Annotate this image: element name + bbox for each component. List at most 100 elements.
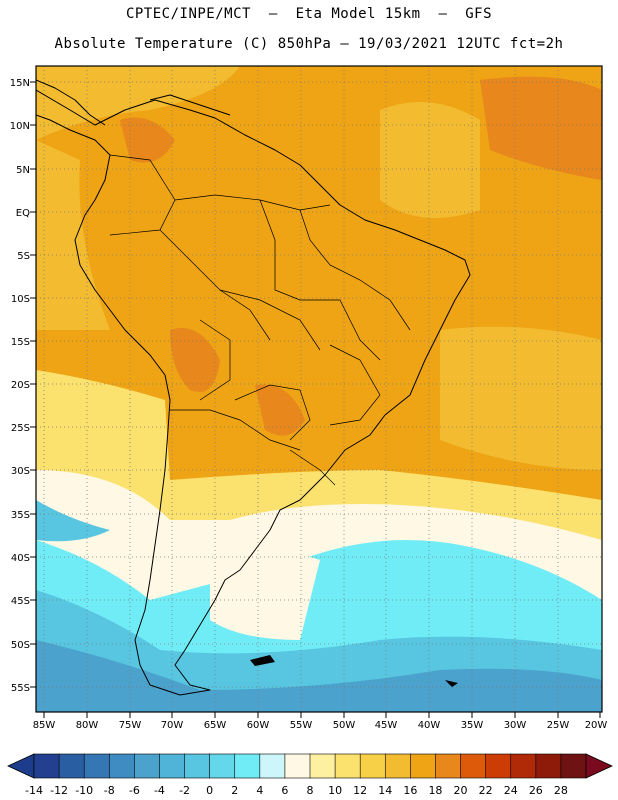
lon-label: 35W <box>461 720 484 731</box>
colorbar-label: -8 <box>104 784 115 797</box>
longitude-labels: 85W 80W 75W 70W 65W 60W 55W 50W 45W 40W … <box>33 720 608 731</box>
colorbar-over-arrow <box>585 753 613 779</box>
colorbar-labels: -14 -12 -10 -8 -6 -4 -2 0 2 4 6 8 10 12 14 16 18 20 22 24 26… <box>25 784 568 797</box>
lat-label: EQ <box>16 208 30 219</box>
colorbar-label: -4 <box>154 784 165 797</box>
colorbar-label: -2 <box>179 784 190 797</box>
map-frame <box>35 65 603 713</box>
south-georgia <box>445 680 458 687</box>
colorbar-box <box>33 753 60 779</box>
lon-label: 50W <box>333 720 356 731</box>
lat-label: 10N <box>10 121 30 132</box>
colorbar-label: 6 <box>281 784 288 797</box>
colorbar-label: 10 <box>328 784 342 797</box>
colorbar-label: 8 <box>307 784 314 797</box>
colorbar-box <box>83 753 110 779</box>
lat-label: 50S <box>11 640 30 651</box>
lon-label: 70W <box>161 720 184 731</box>
field-zone-pacific <box>36 140 110 330</box>
field-high-chaco <box>170 328 220 392</box>
border-uruguay <box>289 449 336 486</box>
central-america-coast <box>36 79 106 126</box>
colorbar-box <box>58 753 85 779</box>
colorbar-box <box>134 753 161 779</box>
colorbar-label: -6 <box>129 784 140 797</box>
border-paraguay <box>234 384 311 441</box>
colorbar-label: 4 <box>256 784 263 797</box>
lon-label: 40W <box>418 720 441 731</box>
lon-label: 80W <box>76 720 99 731</box>
tick-marks <box>30 81 601 718</box>
islands <box>250 655 458 687</box>
lon-label: 55W <box>290 720 313 731</box>
lat-label: 5N <box>16 165 30 176</box>
border-argentina-n <box>170 409 301 451</box>
colorbar-box <box>334 753 361 779</box>
colorbar-box <box>234 753 261 779</box>
lat-label: 15S <box>11 337 30 348</box>
colorbar-box <box>535 753 562 779</box>
title-line-1: CPTEC/INPE/MCT – Eta Model 15km – GFS <box>125 6 493 22</box>
colorbar-label: -10 <box>75 784 93 797</box>
field-zone-atlantic-n <box>380 102 480 218</box>
colorbar-label: 18 <box>428 784 442 797</box>
field-high-colombia <box>120 117 175 163</box>
colorbar-label: 14 <box>378 784 392 797</box>
latitude-labels: 15N 10N 5N EQ 5S 10S 15S 20S 25S 30S 35S… <box>10 78 30 694</box>
colorbar-box <box>485 753 512 779</box>
lat-label: 20S <box>11 380 30 391</box>
lon-label: 25W <box>547 720 570 731</box>
colorbar-box <box>259 753 286 779</box>
colorbar-label: 0 <box>206 784 213 797</box>
colorbar-box <box>560 753 587 779</box>
lon-label: 20W <box>585 720 608 731</box>
colorbar-label: -14 <box>25 784 43 797</box>
caribbean-coast <box>149 94 231 116</box>
lat-label: 25S <box>11 423 30 434</box>
border-brazil-states-2 <box>259 199 381 361</box>
lat-label: 55S <box>11 683 30 694</box>
lat-label: 45S <box>11 596 30 607</box>
field-high-paraguay <box>255 384 305 436</box>
lon-label: 75W <box>119 720 142 731</box>
colorbar-box <box>108 753 135 779</box>
lon-label: 85W <box>33 720 56 731</box>
lon-label: 45W <box>375 720 398 731</box>
colorbar-box <box>284 753 311 779</box>
lat-label: 5S <box>17 251 30 262</box>
colorbar-box <box>159 753 186 779</box>
colorbar-label: 20 <box>454 784 468 797</box>
lat-label: 10S <box>11 294 30 305</box>
colorbar-boxes <box>33 753 587 779</box>
colorbar: -14 -12 -10 -8 -6 -4 -2 0 2 4 6 8 10 12 14 16 18 20 22 24 26… <box>7 753 613 797</box>
colorbar-box <box>359 753 386 779</box>
borders <box>109 154 411 486</box>
lon-label: 30W <box>504 720 527 731</box>
border-bolivia-s <box>199 319 231 401</box>
lon-label: 65W <box>204 720 227 731</box>
colorbar-box <box>435 753 462 779</box>
border-brazil-states-3 <box>329 344 381 426</box>
colorbar-box <box>384 753 411 779</box>
title-line-2: Absolute Temperature (C) 850hPa – 19/03/… <box>54 36 564 52</box>
field-zone-atlantic-s <box>440 326 602 470</box>
colorbar-under-arrow <box>7 753 35 779</box>
lat-label: 15N <box>10 78 30 89</box>
colorbar-label: -12 <box>50 784 68 797</box>
field-zone-nw <box>36 66 240 140</box>
falklands-east <box>250 655 275 666</box>
south-america-coast <box>36 89 471 696</box>
lat-label: 35S <box>11 510 30 521</box>
colorbar-box <box>209 753 236 779</box>
colorbar-box <box>410 753 437 779</box>
colorbar-label: 24 <box>504 784 518 797</box>
colorbar-box <box>510 753 537 779</box>
colorbar-label: 12 <box>353 784 367 797</box>
colorbar-box <box>309 753 336 779</box>
lat-label: 40S <box>11 553 30 564</box>
colorbar-label: 16 <box>403 784 417 797</box>
temperature-field <box>36 66 602 712</box>
lat-label: 30S <box>11 466 30 477</box>
colorbar-box <box>184 753 211 779</box>
